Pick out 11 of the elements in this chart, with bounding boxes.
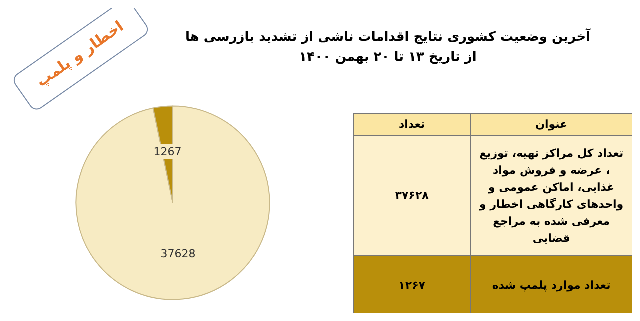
text: عنوان (470, 114, 632, 136)
text: آخرین وضعیت کشوری نتایج اقدامات ناشی از تشدید بازرسی ها (184, 28, 592, 47)
text: از تاریخ ۱۳ تا ۲۰ بهمن ۱۴۰۰ (298, 49, 478, 67)
text: ۳۷۶۲۸ (354, 136, 471, 256)
text: تعداد کل مراکز تهیه، توزیع ، عرضه و فروش مواد غذایی، اماکن عمومی و واحدهای کارگاهی اخطار و معرفی شده به مراجع قضایی (470, 136, 632, 256)
text: تعداد موارد پلمپ شده (470, 256, 632, 316)
text: تعداد (354, 114, 471, 136)
text: اخطار و پلمپ (32, 16, 128, 93)
data-label: 37628 (160, 248, 196, 261)
text: ۱۲۶۷ (354, 256, 471, 316)
data-label: 1267 (154, 145, 182, 158)
